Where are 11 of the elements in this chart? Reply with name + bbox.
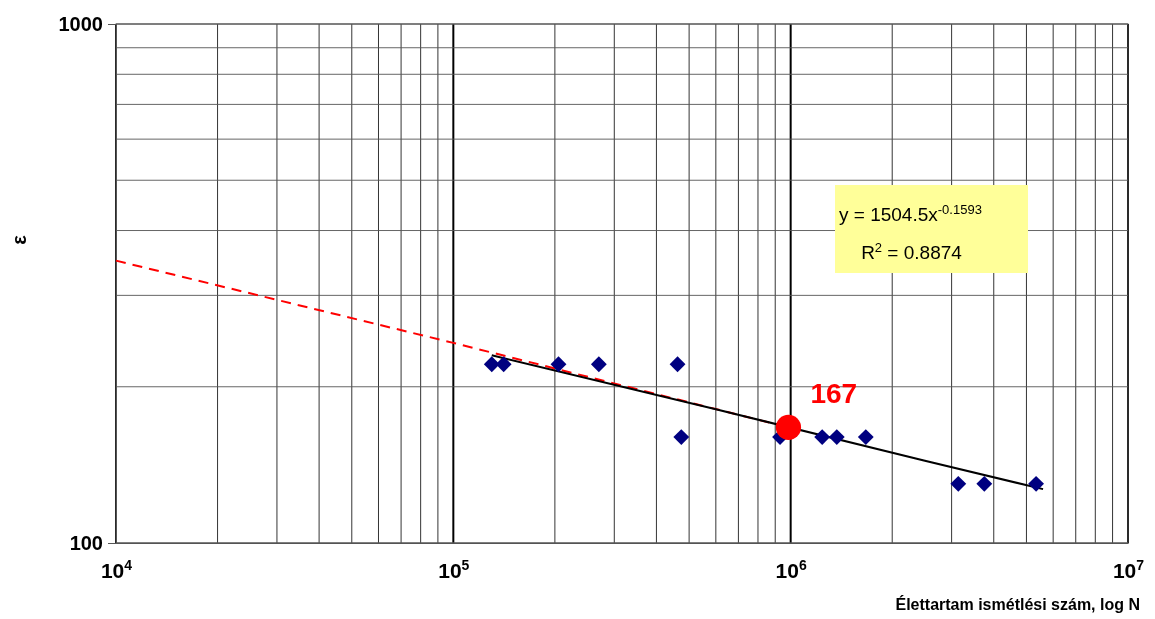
data-label: 167	[810, 378, 858, 410]
y-tick-label: 1000	[58, 12, 103, 35]
x-tick-label: 10$^{6}$	[775, 557, 807, 582]
x-tick-label: 10$^{4}$	[100, 557, 133, 582]
x-tick-label: 10$^{7}$	[1112, 557, 1145, 582]
x-axis-title: Élettartam ismétlési szám, log N	[895, 595, 1140, 613]
annotation: y = 1504.5x$^{-0.1593}$	[839, 201, 982, 225]
y-axis-title: ε	[8, 234, 30, 245]
y-tick-label: 100	[69, 531, 103, 554]
x-tick-label: 10$^{5}$	[438, 557, 470, 582]
annotation: R$^{2}$ = 0.8874	[861, 239, 963, 263]
